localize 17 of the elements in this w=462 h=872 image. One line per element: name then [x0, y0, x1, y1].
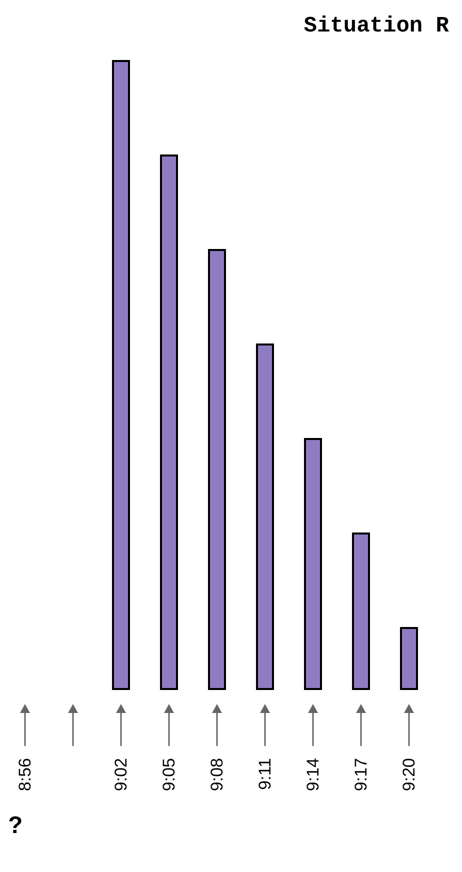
x-tick-label: 9:08 [208, 758, 226, 792]
x-tick-label: 9:14 [304, 758, 322, 792]
text: ? [8, 812, 23, 840]
bar [304, 438, 322, 690]
x-tick-label: 9:11 [256, 758, 274, 790]
bar [256, 344, 274, 690]
x-tick-label: 9:02 [112, 758, 130, 792]
x-tick-label: 9:20 [400, 758, 418, 792]
chart-title: Situation R [304, 14, 450, 38]
bar [112, 60, 130, 690]
bar [400, 627, 418, 690]
x-tick-label: 8:56 [16, 758, 34, 792]
x-tick-label: 9:05 [160, 758, 178, 792]
x-tick-label: 9:17 [352, 758, 370, 792]
bar [352, 532, 370, 690]
bar [208, 249, 226, 690]
bar [160, 154, 178, 690]
